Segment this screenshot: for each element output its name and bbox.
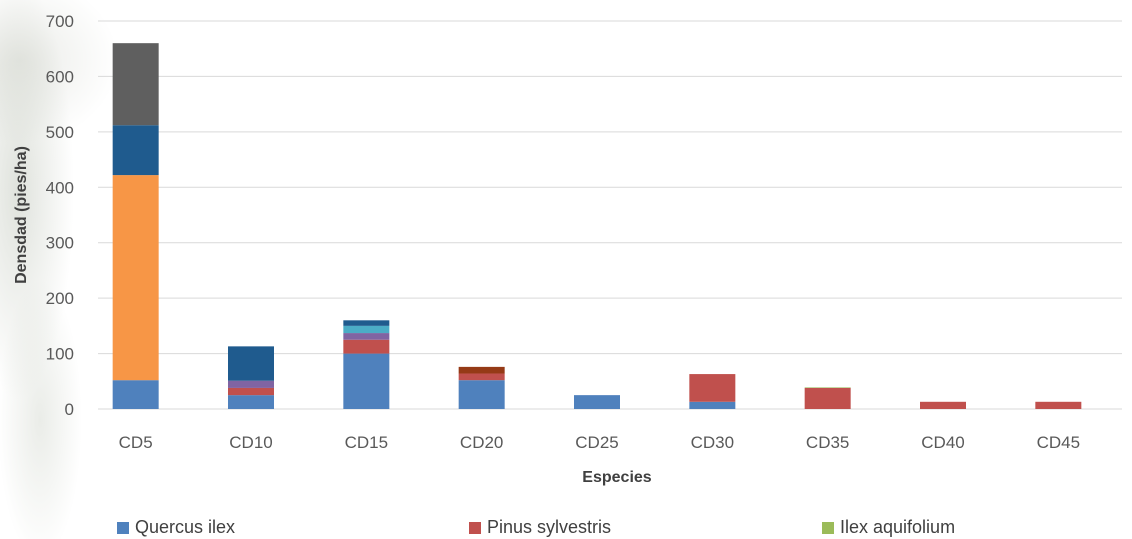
bar-segment-CD30-s0 bbox=[689, 401, 736, 409]
y-tick-label: 500 bbox=[46, 123, 74, 142]
x-tick-labels: CD5 CD10 CD15 CD20 CD25 CD30 CD35 CD40 CD45 bbox=[119, 433, 1080, 452]
y-tick-label: 100 bbox=[46, 345, 74, 364]
bar-segment-CD35-s1 bbox=[804, 387, 851, 409]
bar-segment-CD10-s6 bbox=[228, 346, 274, 381]
y-tick-label: 0 bbox=[65, 400, 74, 419]
bar-segment-CD30-s1 bbox=[689, 374, 736, 402]
x-tick-label: CD5 bbox=[119, 433, 153, 452]
bar-segment-CD10-s0 bbox=[228, 395, 274, 409]
x-tick-label: CD30 bbox=[691, 433, 734, 452]
legend-item-1: Pinus sylvestris bbox=[469, 517, 611, 538]
bar-segment-CD5-s6 bbox=[112, 125, 159, 176]
legend-label-1: Pinus sylvestris bbox=[487, 517, 612, 537]
legend: Quercus ilex Pinus sylvestris Ilex aquif… bbox=[0, 513, 1132, 539]
bar-segment-CD5-s8 bbox=[112, 43, 159, 126]
x-tick-label: CD40 bbox=[921, 433, 964, 452]
x-tick-label: CD15 bbox=[345, 433, 388, 452]
legend-swatch-2 bbox=[822, 521, 834, 534]
bar-segment-CD35-s2 bbox=[804, 387, 851, 388]
y-tick-label: 400 bbox=[46, 178, 74, 197]
x-tick-label: CD10 bbox=[229, 433, 272, 452]
legend-label-2: Ilex aquifolium bbox=[840, 517, 956, 537]
legend-item-2: Ilex aquifolium bbox=[822, 517, 955, 538]
bar-segment-CD15-s6 bbox=[343, 320, 390, 326]
x-axis-title: Especies bbox=[582, 469, 651, 486]
bar-segment-CD15-s3 bbox=[343, 333, 390, 340]
x-tick-label: CD35 bbox=[806, 433, 849, 452]
legend-swatch-0 bbox=[117, 521, 129, 534]
bar-segment-CD5-s0 bbox=[112, 380, 159, 409]
y-tick-labels: 0 100 200 300 400 500 600 700 bbox=[46, 12, 74, 419]
legend-label-0: Quercus ilex bbox=[135, 517, 236, 537]
bar-segment-CD45-s1 bbox=[1035, 401, 1082, 409]
legend-item-0: Quercus ilex bbox=[117, 517, 235, 538]
y-tick-label: 200 bbox=[46, 289, 74, 308]
bar-segment-CD40-s1 bbox=[920, 401, 966, 409]
y-tick-label: 300 bbox=[46, 234, 74, 253]
y-tick-label: 700 bbox=[46, 12, 74, 31]
bar-segment-CD15-s0 bbox=[343, 353, 390, 409]
bar-segment-CD15-s1 bbox=[343, 339, 390, 354]
bar-segment-CD20-s7 bbox=[458, 366, 505, 374]
x-tick-label: CD45 bbox=[1037, 433, 1080, 452]
legend-swatch-1 bbox=[469, 521, 481, 534]
x-tick-label: CD25 bbox=[575, 433, 618, 452]
bar-segment-CD25-s0 bbox=[574, 395, 620, 409]
bar-segment-CD10-s3 bbox=[228, 380, 274, 388]
bar-segment-CD20-s1 bbox=[458, 373, 505, 381]
bar-segment-CD5-s5 bbox=[112, 175, 159, 381]
y-tick-label: 600 bbox=[46, 67, 74, 86]
bar-segment-CD10-s1 bbox=[228, 387, 274, 396]
bars bbox=[112, 43, 1082, 409]
bar-segment-CD20-s0 bbox=[458, 380, 505, 409]
y-axis-title: Densdad (pies/ha) bbox=[13, 146, 30, 284]
x-tick-label: CD20 bbox=[460, 433, 503, 452]
bar-segment-CD15-s4 bbox=[343, 325, 390, 334]
